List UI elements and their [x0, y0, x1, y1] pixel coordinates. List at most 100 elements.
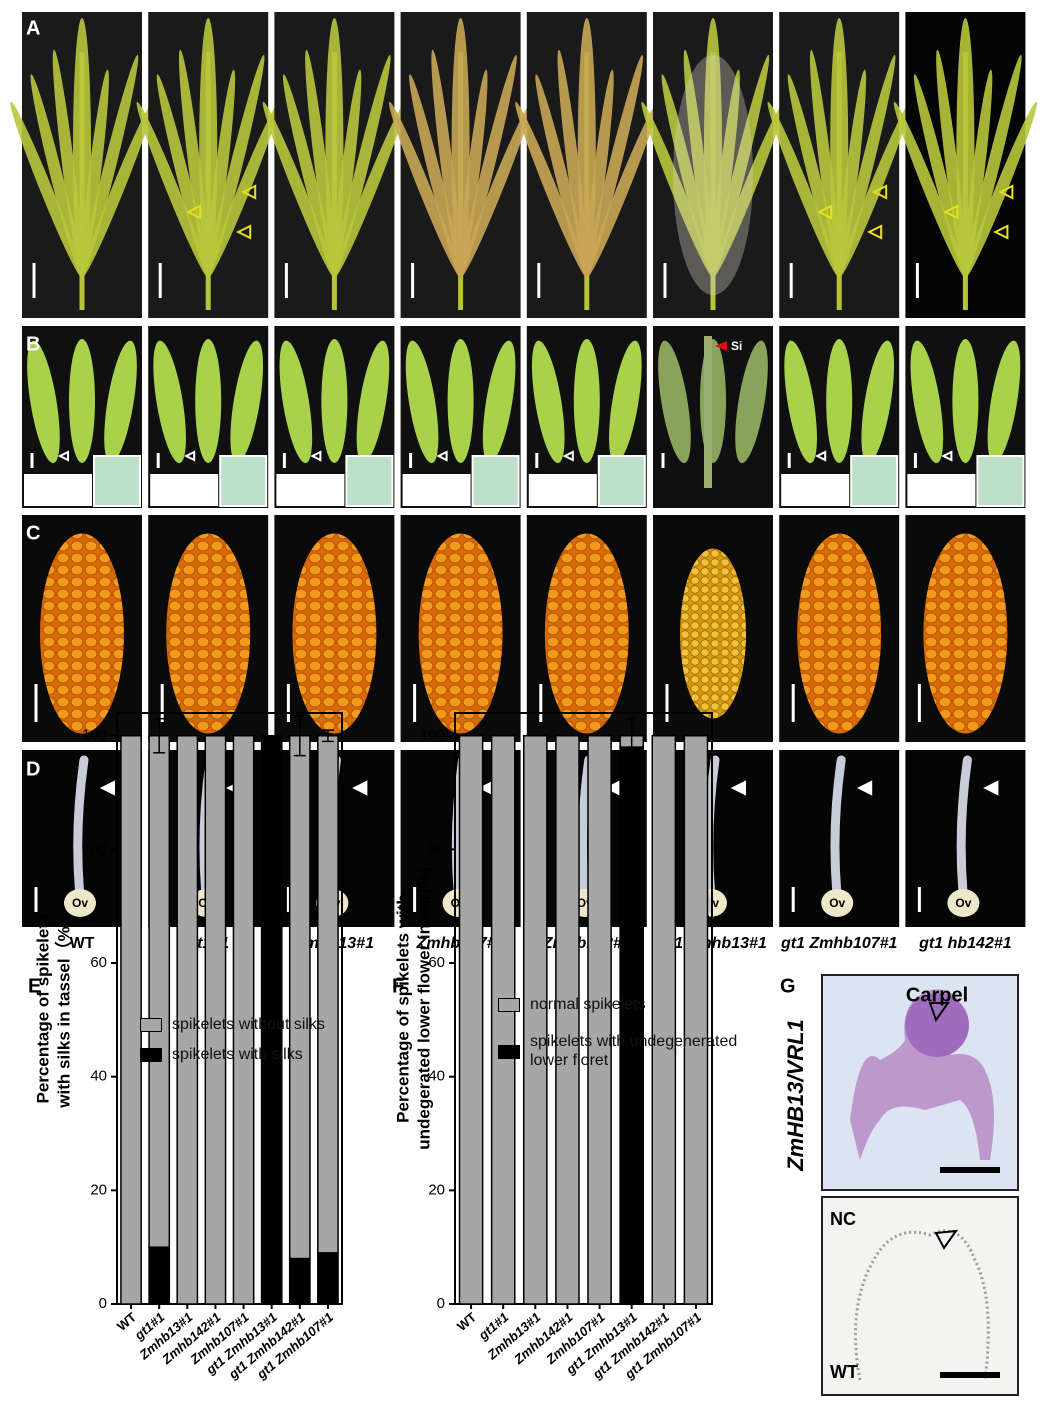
ear — [923, 533, 1008, 734]
panel-label: F — [392, 975, 404, 997]
anther — [609, 340, 642, 464]
y-axis-label: Percentage of spikelets — [33, 914, 52, 1104]
tassel-branch — [641, 101, 714, 279]
legend-swatch — [498, 998, 520, 1012]
inset-blank — [276, 474, 345, 506]
bar — [490, 734, 516, 1305]
tassel-branch — [207, 54, 265, 279]
tassel-branch — [333, 101, 407, 279]
tassel-branch — [964, 54, 1022, 279]
y-tick-label: 80 — [428, 840, 445, 857]
anther — [910, 340, 944, 464]
panel-label: D — [26, 758, 40, 780]
legend-item: spikelets without silks — [140, 1015, 392, 1034]
anther — [279, 340, 313, 464]
anther — [405, 340, 439, 464]
legend-item: spikelets with undegenerated lower flore… — [498, 1032, 745, 1070]
tassel-branch — [585, 69, 614, 279]
genotype-label: gt1 Zmhb107#1 — [780, 935, 898, 952]
ovary-label: Ov — [72, 896, 88, 910]
arrowhead — [715, 341, 727, 351]
panel-label: C — [26, 522, 40, 544]
tassel-branch — [81, 54, 139, 279]
arrowhead — [240, 184, 257, 200]
tassel-branch — [711, 69, 740, 279]
tassel-branch — [333, 69, 362, 279]
tassel-branch — [964, 69, 993, 279]
genotype-label: gt1 hb142#1 — [918, 935, 1012, 952]
anther — [104, 340, 137, 464]
ovary-label: Ov — [829, 896, 845, 910]
arrowhead — [235, 224, 252, 240]
arrowhead — [185, 204, 202, 220]
anther — [447, 339, 474, 463]
y-tick-label: 40 — [90, 1068, 107, 1085]
arrowhead — [866, 224, 883, 240]
tassel-branch — [838, 101, 911, 279]
bar — [120, 734, 142, 1305]
bar — [458, 734, 484, 1305]
panel-label: B — [26, 333, 40, 355]
anther — [987, 340, 1021, 464]
arrowhead — [562, 450, 574, 462]
tassel-branch — [388, 101, 462, 279]
tassel-branch — [586, 101, 659, 279]
carpel-label: Carpel — [906, 984, 968, 1006]
arrowhead — [859, 783, 872, 793]
anther — [321, 339, 348, 463]
tassel-branch — [156, 74, 209, 279]
anther — [69, 339, 95, 463]
tassel-branch — [838, 54, 896, 279]
inset-image — [219, 455, 268, 507]
arrowhead — [606, 783, 619, 793]
anther — [658, 340, 691, 464]
tassel-branch — [712, 54, 770, 279]
arrowhead — [436, 450, 448, 462]
tassel-branch — [913, 74, 967, 279]
tassel-branch — [409, 74, 462, 279]
y-axis-label: with silks in tassel（%） — [53, 909, 73, 1108]
tassel-branch — [10, 101, 83, 279]
inset-image — [850, 455, 899, 507]
arrowhead — [57, 450, 69, 462]
legend-label: normal spikelets — [530, 996, 646, 1013]
anther — [153, 340, 186, 464]
inset-image — [471, 455, 520, 507]
bar — [317, 1252, 339, 1305]
legend-label: spikelets without silks — [172, 1016, 325, 1033]
silk — [956, 755, 972, 902]
tassel-branch — [964, 101, 1038, 279]
y-tick-label: 60 — [90, 954, 107, 971]
arrowhead — [998, 184, 1014, 200]
legend-label: spikelets with undegenerated lower flore… — [530, 1033, 738, 1069]
anther — [826, 339, 853, 463]
bar — [683, 734, 709, 1305]
tassel-branch — [460, 101, 533, 279]
y-tick-label: 60 — [428, 954, 445, 971]
anther — [861, 340, 895, 464]
anther — [700, 339, 726, 463]
y-axis-label: Percentage of spikelets with — [393, 894, 412, 1123]
plot-frame — [454, 712, 713, 1305]
ovary — [64, 889, 96, 917]
tassel-branch — [515, 101, 588, 279]
probe-label: ZmHB13/VRL1 — [783, 1019, 808, 1172]
tassel-branch — [767, 101, 840, 279]
silk-label: Si — [731, 339, 742, 353]
bar — [522, 734, 548, 1305]
panel-label: G — [780, 975, 796, 997]
arrowhead — [934, 1229, 959, 1250]
y-tick-label: 80 — [90, 840, 107, 857]
ear — [797, 533, 882, 734]
ear — [544, 533, 629, 734]
anther — [230, 340, 264, 464]
in-situ-image — [821, 1196, 1019, 1396]
inset-blank — [781, 474, 850, 506]
inset-image — [93, 455, 141, 507]
legend-swatch — [140, 1048, 162, 1062]
anther — [356, 340, 390, 464]
inset-blank — [402, 474, 471, 506]
tassel-branch — [586, 54, 644, 279]
tassel-branch — [712, 101, 785, 279]
